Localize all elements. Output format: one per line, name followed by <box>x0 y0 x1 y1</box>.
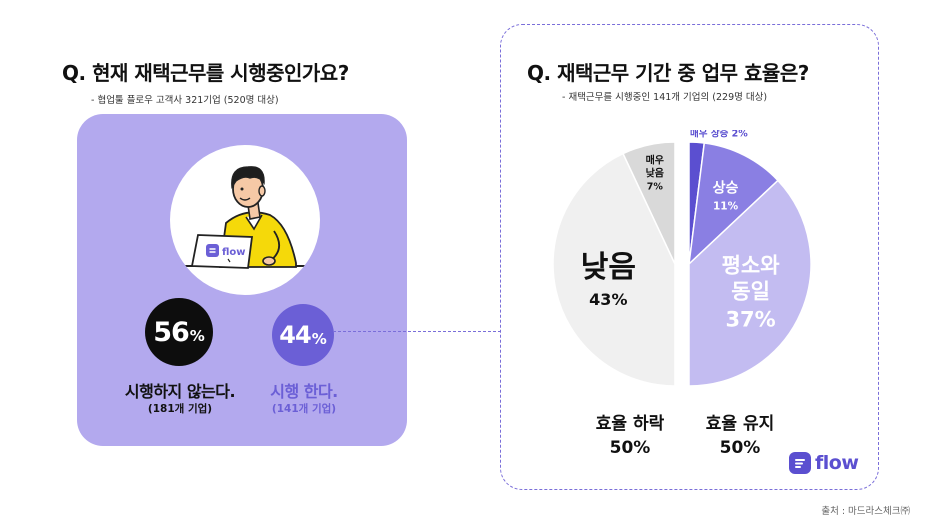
right-question-title: Q. 재택근무 기간 중 업무 효율은? <box>527 61 809 85</box>
left-question-subtitle: - 협업툴 플로우 고객사 321기업 (520명 대상) <box>91 95 279 106</box>
pie-label-3-name: 낮음 <box>581 250 636 285</box>
group-keep-name: 효율 유지 <box>705 414 775 434</box>
stat-not-implemented-label: 시행하지 않는다. <box>124 382 236 401</box>
pie-label-1-value: 11% <box>713 200 739 212</box>
pie-label-3-value: 43% <box>589 290 627 309</box>
flow-logo: flow <box>789 452 859 474</box>
group-low-name: 효율 하락 <box>595 414 665 434</box>
stat-not-implemented-unit: % <box>189 327 205 345</box>
left-question-title: Q. 현재 재택근무를 시행중인가요? <box>62 61 349 85</box>
flow-logo-mark-icon <box>789 452 811 474</box>
pie-label-2-name-line1: 평소와 <box>722 254 781 278</box>
pie-slice-2 <box>688 179 812 387</box>
pie-label-4-name-line1: 매우 <box>646 154 664 167</box>
pie-label-1-name: 상승 <box>713 180 739 196</box>
pie-label-2-name-line2: 동일 <box>731 280 770 304</box>
source-note: 출처 : 마드라스체크㈜ <box>821 506 910 517</box>
pie-slice-4 <box>622 141 676 265</box>
right-question-subtitle: - 재택근무를 시행중인 141개 기업의 (229명 대상) <box>562 92 768 103</box>
stat-not-implemented-value: 56 <box>153 316 190 348</box>
flow-logo-text: flow <box>815 452 859 474</box>
pie-slice-3 <box>552 152 676 387</box>
group-keep-value: 50% <box>719 438 761 458</box>
stat-implemented-unit: % <box>311 330 327 348</box>
pie-label-2-value: 37% <box>725 308 775 332</box>
pie-label-4-name-line2: 낮음 <box>646 167 664 180</box>
pie-slice-1 <box>687 142 779 266</box>
stat-implemented-circle: 44% <box>272 304 334 366</box>
stat-implemented-value: 44 <box>279 321 311 349</box>
stat-not-implemented-sub: (181개 기업) <box>147 403 213 415</box>
person-with-laptop-illustration: flow <box>182 166 308 269</box>
laptop-logo-mark <box>206 244 219 257</box>
group-low-label: 효율 하락 50% <box>580 412 680 460</box>
stat-not-implemented-circle: 56% <box>145 298 213 366</box>
connector-dashed-line <box>333 331 501 332</box>
laptop-logo-text: flow <box>222 247 246 258</box>
avatar: flow <box>170 145 320 295</box>
group-low-value: 50% <box>609 438 651 458</box>
right-result-panel <box>500 24 879 490</box>
pie-label-0: 매우 상승 2% <box>690 130 748 139</box>
pie-label-4-value: 7% <box>647 182 664 193</box>
group-keep-label: 효율 유지 50% <box>690 412 790 460</box>
stat-implemented-label: 시행 한다. <box>270 382 338 401</box>
stat-implemented-sub: (141개 기업) <box>271 403 337 415</box>
